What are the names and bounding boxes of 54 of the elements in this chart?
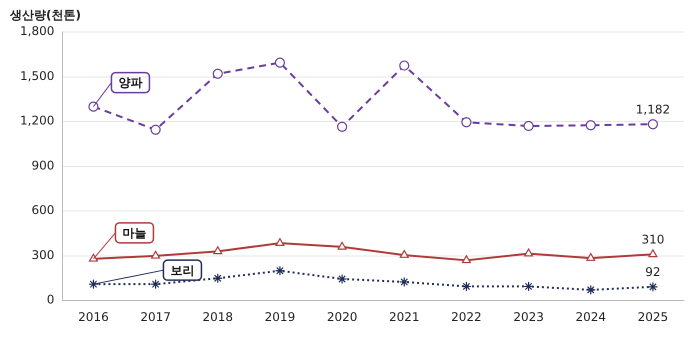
x-tick-label: 2022 <box>451 310 482 324</box>
y-tick-label: 300 <box>31 248 54 262</box>
y-tick-label: 600 <box>31 203 54 218</box>
x-tick-label: 2024 <box>575 310 606 324</box>
point <box>88 279 99 290</box>
y-tick-label: 900 <box>31 158 54 172</box>
y-tick-label: 1,500 <box>20 68 54 83</box>
point <box>586 284 596 295</box>
point <box>400 250 409 258</box>
point <box>150 124 161 135</box>
point <box>586 120 596 130</box>
point <box>399 276 410 288</box>
point <box>523 120 534 132</box>
x-tick-label: 2019 <box>264 310 296 324</box>
point <box>212 68 223 79</box>
x-tick-label: 2021 <box>388 310 420 324</box>
point <box>399 60 410 71</box>
x-tick-label: 2017 <box>140 310 171 324</box>
y-tick-label: 0 <box>46 292 54 307</box>
point <box>523 281 534 292</box>
point <box>524 248 534 256</box>
x-tick-label: 2016 <box>78 310 109 324</box>
point <box>461 117 472 128</box>
point <box>213 246 222 254</box>
point <box>88 254 98 262</box>
x-tick-label: 2023 <box>513 310 544 324</box>
point <box>88 102 99 112</box>
y-tick-label: 1,200 <box>20 114 54 128</box>
series-label: 보리 <box>170 263 194 278</box>
point <box>274 266 286 276</box>
point <box>462 255 471 264</box>
point <box>274 57 286 68</box>
point <box>150 279 161 290</box>
x-tick-label: 2018 <box>202 310 234 324</box>
point <box>338 242 347 250</box>
y-axis-title: 생산량(천톤) <box>9 8 81 22</box>
data-label: 1,182 <box>636 102 670 116</box>
point <box>275 238 284 246</box>
y-tick-label: 1,800 <box>20 24 54 38</box>
x-tick-label: 2020 <box>326 310 358 324</box>
point <box>648 282 658 292</box>
point <box>336 274 348 284</box>
point <box>212 273 223 284</box>
data-label: 310 <box>641 232 664 246</box>
point <box>151 250 160 259</box>
data-label: 92 <box>645 264 661 279</box>
x-tick-label: 2025 <box>638 310 668 324</box>
point <box>461 281 472 292</box>
series-label: 마늘 <box>122 226 146 240</box>
point <box>336 122 348 132</box>
text: 양파 <box>118 76 142 90</box>
point <box>648 119 658 130</box>
point <box>586 252 596 261</box>
point <box>648 249 658 258</box>
